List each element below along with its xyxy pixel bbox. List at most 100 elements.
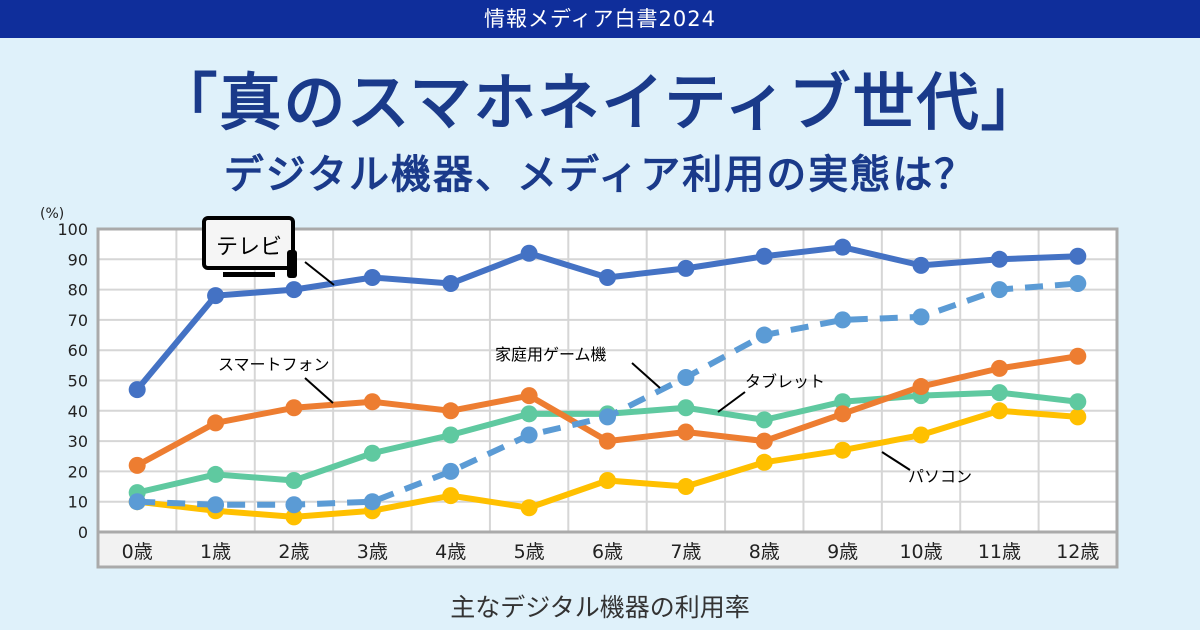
data-point <box>285 496 303 514</box>
y-tick-label: 40 <box>68 402 88 421</box>
data-point <box>755 453 773 471</box>
data-point <box>990 359 1008 377</box>
x-tick-label: 9歳 <box>827 541 858 563</box>
data-point <box>1069 247 1087 265</box>
y-tick-label: 20 <box>68 462 88 481</box>
data-point <box>755 326 773 344</box>
data-point <box>677 478 695 496</box>
data-point <box>520 405 538 423</box>
series-label: テレビ <box>216 235 282 260</box>
header-banner: 情報メディア白書2024 <box>0 0 1200 38</box>
data-point <box>1069 393 1087 411</box>
y-tick-label: 60 <box>68 341 88 360</box>
data-point <box>207 465 225 483</box>
data-point <box>755 432 773 450</box>
data-point <box>677 399 695 417</box>
x-tick-label: 3歳 <box>357 541 388 563</box>
data-point <box>912 426 930 444</box>
data-point <box>442 402 460 420</box>
y-tick-label: 80 <box>68 281 88 300</box>
x-tick-label: 7歳 <box>670 541 701 563</box>
data-point <box>363 393 381 411</box>
data-point <box>677 423 695 441</box>
data-point <box>285 399 303 417</box>
data-point <box>128 381 146 399</box>
x-tick-label: 6歳 <box>592 541 623 563</box>
data-point <box>442 462 460 480</box>
page-subtitle: デジタル機器、メディア利用の実態は？ <box>223 152 977 198</box>
y-tick-label: 50 <box>68 372 88 391</box>
chart-title: 主なデジタル機器の利用率 <box>450 593 750 622</box>
data-point <box>599 408 616 426</box>
data-point <box>442 426 460 444</box>
leader-line <box>304 261 335 286</box>
data-point <box>520 387 538 405</box>
remote-icon <box>287 250 297 278</box>
x-tick-label: 1歳 <box>200 541 231 563</box>
data-point <box>912 378 930 396</box>
data-point <box>1069 408 1087 426</box>
data-point <box>755 411 773 429</box>
data-point <box>442 487 460 505</box>
data-point <box>285 508 303 526</box>
y-tick-label: 10 <box>68 493 88 512</box>
data-point <box>912 308 930 326</box>
y-tick-label: 30 <box>68 432 88 451</box>
x-tick-label: 11歳 <box>978 541 1021 563</box>
data-point <box>520 244 538 262</box>
leader-line <box>881 451 911 471</box>
leader-line <box>631 362 661 389</box>
data-point <box>990 250 1008 268</box>
data-point <box>363 444 381 462</box>
y-tick-label: 0 <box>78 523 88 542</box>
leader-line <box>304 377 334 404</box>
data-point <box>834 393 852 411</box>
data-point <box>990 384 1008 402</box>
data-point <box>442 275 460 293</box>
data-point <box>1069 347 1087 365</box>
data-point <box>990 281 1008 299</box>
data-point <box>599 471 616 489</box>
x-axis-band <box>98 532 1117 567</box>
data-point <box>834 311 852 329</box>
data-point <box>363 493 381 511</box>
data-point <box>207 287 225 305</box>
x-tick-label: 0歳 <box>122 541 153 563</box>
tv-stand <box>223 272 275 277</box>
data-point <box>677 368 695 386</box>
x-tick-label: 2歳 <box>278 541 309 563</box>
data-point <box>363 268 381 286</box>
data-point <box>599 268 616 286</box>
data-point <box>599 432 616 450</box>
data-point <box>207 496 225 514</box>
data-point <box>755 247 773 265</box>
series-label: パソコン <box>908 467 972 486</box>
series-label: 家庭用ゲーム機 <box>495 345 607 364</box>
x-tick-label: 12歳 <box>1056 541 1099 563</box>
series-label: タブレット <box>745 372 825 391</box>
data-point <box>207 414 225 432</box>
data-point <box>834 238 852 256</box>
x-tick-label: 5歳 <box>514 541 545 563</box>
data-point <box>128 456 146 474</box>
series-label: スマートフォン <box>218 355 330 374</box>
data-point <box>834 441 852 459</box>
data-point <box>128 493 146 511</box>
data-point <box>912 256 930 274</box>
data-point <box>990 402 1008 420</box>
y-tick-label: 70 <box>68 311 88 330</box>
page-title: 「真のスマホネイティブ世代」 <box>155 66 1045 139</box>
data-point <box>520 499 538 517</box>
y-tick-label: 100 <box>57 220 88 239</box>
data-point <box>285 281 303 299</box>
leader-line <box>717 391 746 413</box>
data-point <box>285 471 303 489</box>
y-axis-label: (%) <box>40 206 64 222</box>
tv-icon <box>202 216 297 278</box>
x-tick-label: 8歳 <box>749 541 780 563</box>
x-tick-label: 10歳 <box>899 541 942 563</box>
data-point <box>1069 275 1087 293</box>
data-point <box>677 259 695 277</box>
data-point <box>834 405 852 423</box>
